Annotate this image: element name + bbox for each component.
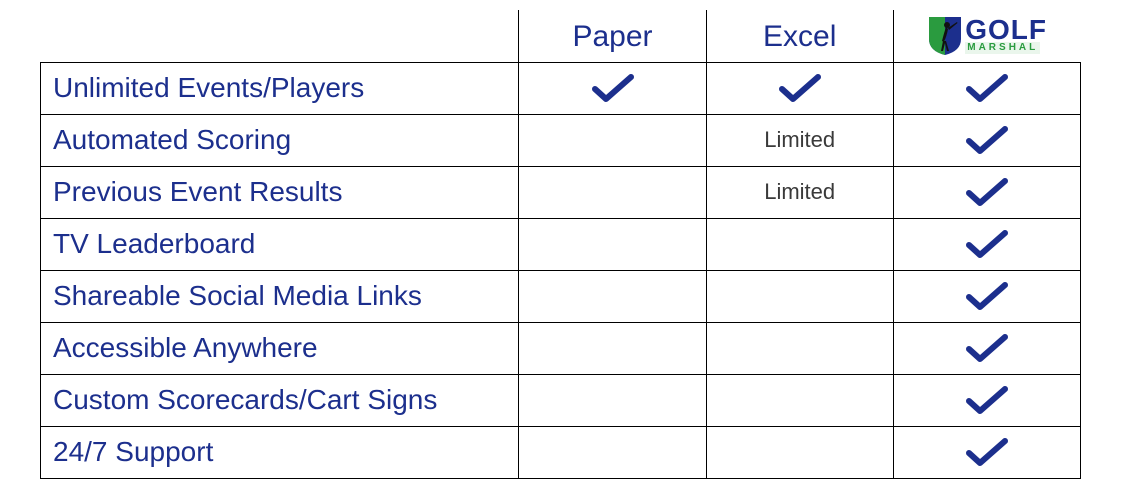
feature-header-blank <box>41 10 519 62</box>
value-cell-golfmarshal <box>893 114 1080 166</box>
column-header-paper: Paper <box>519 10 706 62</box>
value-cell-paper <box>519 270 706 322</box>
check-icon <box>965 230 1009 255</box>
value-cell-paper <box>519 62 706 114</box>
golfmarshal-badge-icon <box>927 15 963 55</box>
value-cell-golfmarshal <box>893 218 1080 270</box>
table-body: Unlimited Events/PlayersAutomated Scorin… <box>41 62 1081 478</box>
table-row: Custom Scorecards/Cart Signs <box>41 374 1081 426</box>
value-cell-paper <box>519 114 706 166</box>
table-row: 24/7 Support <box>41 426 1081 478</box>
feature-label: Shareable Social Media Links <box>41 270 519 322</box>
table-row: Previous Event Results Limited <box>41 166 1081 218</box>
feature-label: TV Leaderboard <box>41 218 519 270</box>
value-cell-golfmarshal <box>893 426 1080 478</box>
table-row: TV Leaderboard <box>41 218 1081 270</box>
check-icon <box>965 438 1009 463</box>
feature-label: 24/7 Support <box>41 426 519 478</box>
feature-label: Unlimited Events/Players <box>41 62 519 114</box>
logo-golf-text: GOLF <box>965 16 1047 44</box>
value-cell-excel <box>706 218 893 270</box>
table-row: Automated Scoring Limited <box>41 114 1081 166</box>
value-cell-golfmarshal <box>893 374 1080 426</box>
value-cell-paper <box>519 218 706 270</box>
check-icon <box>965 178 1009 203</box>
feature-label: Previous Event Results <box>41 166 519 218</box>
value-cell-excel: Limited <box>706 166 893 218</box>
column-header-golfmarshal: GOLF MARSHAL <box>893 10 1080 62</box>
value-cell-excel <box>706 270 893 322</box>
value-cell-paper <box>519 374 706 426</box>
golfmarshal-logo: GOLF MARSHAL <box>927 15 1047 55</box>
value-text: Limited <box>764 127 835 152</box>
check-icon <box>965 334 1009 359</box>
value-cell-golfmarshal <box>893 166 1080 218</box>
check-icon <box>965 74 1009 99</box>
feature-label: Accessible Anywhere <box>41 322 519 374</box>
value-cell-excel <box>706 426 893 478</box>
check-icon <box>778 74 822 99</box>
value-cell-paper <box>519 322 706 374</box>
value-cell-excel: Limited <box>706 114 893 166</box>
value-cell-golfmarshal <box>893 62 1080 114</box>
value-cell-excel <box>706 62 893 114</box>
comparison-table: Paper Excel <box>40 10 1081 479</box>
column-header-excel: Excel <box>706 10 893 62</box>
check-icon <box>965 126 1009 151</box>
value-cell-golfmarshal <box>893 322 1080 374</box>
value-cell-paper <box>519 426 706 478</box>
value-cell-excel <box>706 374 893 426</box>
value-cell-paper <box>519 166 706 218</box>
feature-label: Custom Scorecards/Cart Signs <box>41 374 519 426</box>
value-text: Limited <box>764 179 835 204</box>
value-cell-golfmarshal <box>893 270 1080 322</box>
check-icon <box>965 386 1009 411</box>
table-row: Unlimited Events/Players <box>41 62 1081 114</box>
check-icon <box>591 74 635 99</box>
header-row: Paper Excel <box>41 10 1081 62</box>
check-icon <box>965 282 1009 307</box>
table-row: Shareable Social Media Links <box>41 270 1081 322</box>
table-row: Accessible Anywhere <box>41 322 1081 374</box>
golfmarshal-logo-text: GOLF MARSHAL <box>965 16 1047 54</box>
logo-marshal-text: MARSHAL <box>965 42 1040 54</box>
value-cell-excel <box>706 322 893 374</box>
feature-label: Automated Scoring <box>41 114 519 166</box>
